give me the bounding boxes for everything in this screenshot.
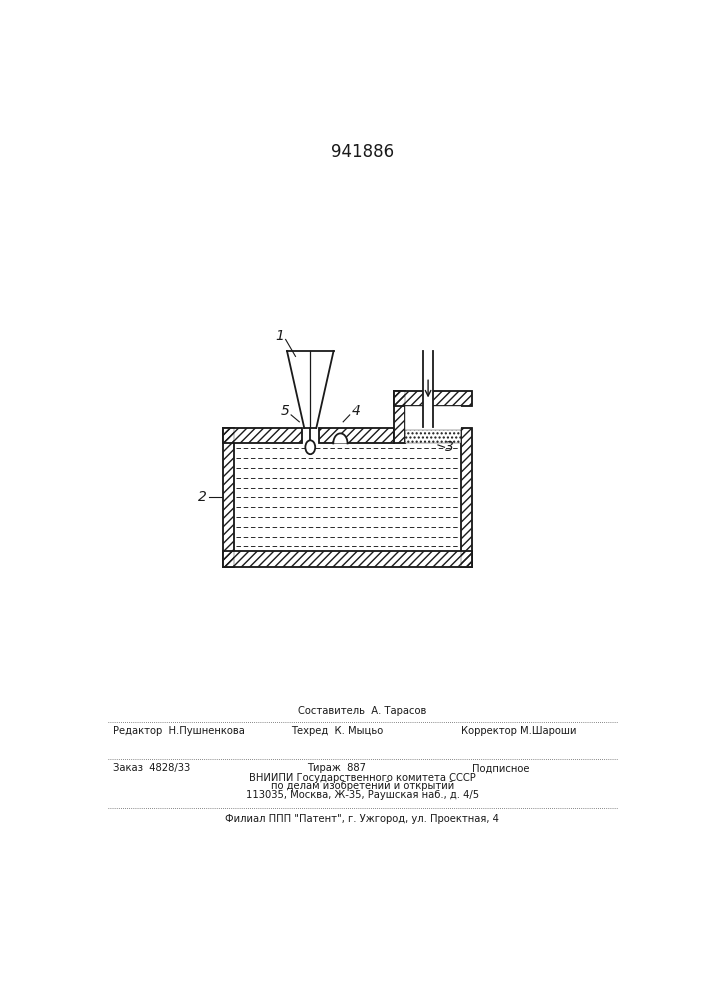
Bar (461, 428, 472, 567)
Bar (223, 428, 233, 567)
Bar (319, 428, 394, 443)
Text: Составитель  А. Тарасов: Составитель А. Тарасов (298, 706, 426, 716)
Text: Техред  К. Мыцьо: Техред К. Мыцьо (291, 726, 383, 736)
Circle shape (305, 440, 315, 454)
Bar (223, 551, 472, 567)
Text: Редактор  Н.Пушненкова: Редактор Н.Пушненкова (113, 726, 245, 736)
Text: по делам изобретений и открытий: по делам изобретений и открытий (271, 781, 454, 791)
Text: Заказ  4828/33: Заказ 4828/33 (113, 763, 190, 773)
Text: Филиал ППП "Патент", г. Ужгород, ул. Проектная, 4: Филиал ППП "Патент", г. Ужгород, ул. Про… (226, 814, 499, 824)
Text: 2: 2 (198, 490, 206, 504)
Polygon shape (287, 351, 334, 428)
Text: 1: 1 (276, 329, 285, 343)
Bar (405, 430, 461, 443)
Bar (423, 351, 433, 427)
Text: 5: 5 (281, 404, 290, 418)
Bar (405, 406, 461, 443)
Text: 3: 3 (445, 440, 453, 454)
Bar (461, 428, 472, 567)
Text: ВНИИПИ Государственного комитета СССР: ВНИИПИ Государственного комитета СССР (249, 773, 476, 783)
Bar (394, 391, 472, 406)
Bar (394, 391, 405, 443)
Bar (394, 391, 472, 406)
Bar (223, 428, 233, 567)
Bar (394, 391, 405, 443)
Text: 113035, Москва, Ж-35, Раушская наб., д. 4/5: 113035, Москва, Ж-35, Раушская наб., д. … (246, 790, 479, 800)
Bar (319, 428, 394, 443)
Bar (233, 443, 461, 551)
Text: Подписное: Подписное (472, 763, 530, 773)
Bar (223, 428, 301, 443)
Bar (223, 551, 472, 567)
Text: Корректор М.Шароши: Корректор М.Шароши (461, 726, 576, 736)
Text: 941886: 941886 (331, 143, 394, 161)
Text: 4: 4 (351, 404, 360, 418)
Bar (223, 428, 301, 443)
Polygon shape (333, 433, 348, 443)
Text: Тираж  887: Тираж 887 (308, 763, 366, 773)
